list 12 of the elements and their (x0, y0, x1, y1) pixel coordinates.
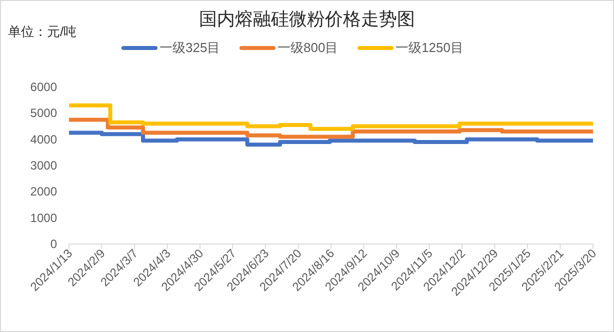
y-tick-label: 2000 (30, 184, 58, 199)
y-tick-label: 3000 (30, 158, 58, 172)
legend-label: 一级1250目 (396, 40, 464, 55)
y-tick-label: 0 (50, 237, 58, 251)
legend-label: 一级325目 (160, 40, 220, 55)
chart-title: 国内熔融硅微粉价格走势图 (199, 9, 415, 29)
y-tick-label: 4000 (30, 132, 58, 146)
y-tick-label: 6000 (30, 80, 58, 94)
y-tick-label: 5000 (30, 106, 58, 120)
legend-label: 一级800目 (278, 40, 338, 55)
text: 单位：元/吨 (8, 24, 77, 39)
y-tick-label: 1000 (30, 210, 58, 225)
